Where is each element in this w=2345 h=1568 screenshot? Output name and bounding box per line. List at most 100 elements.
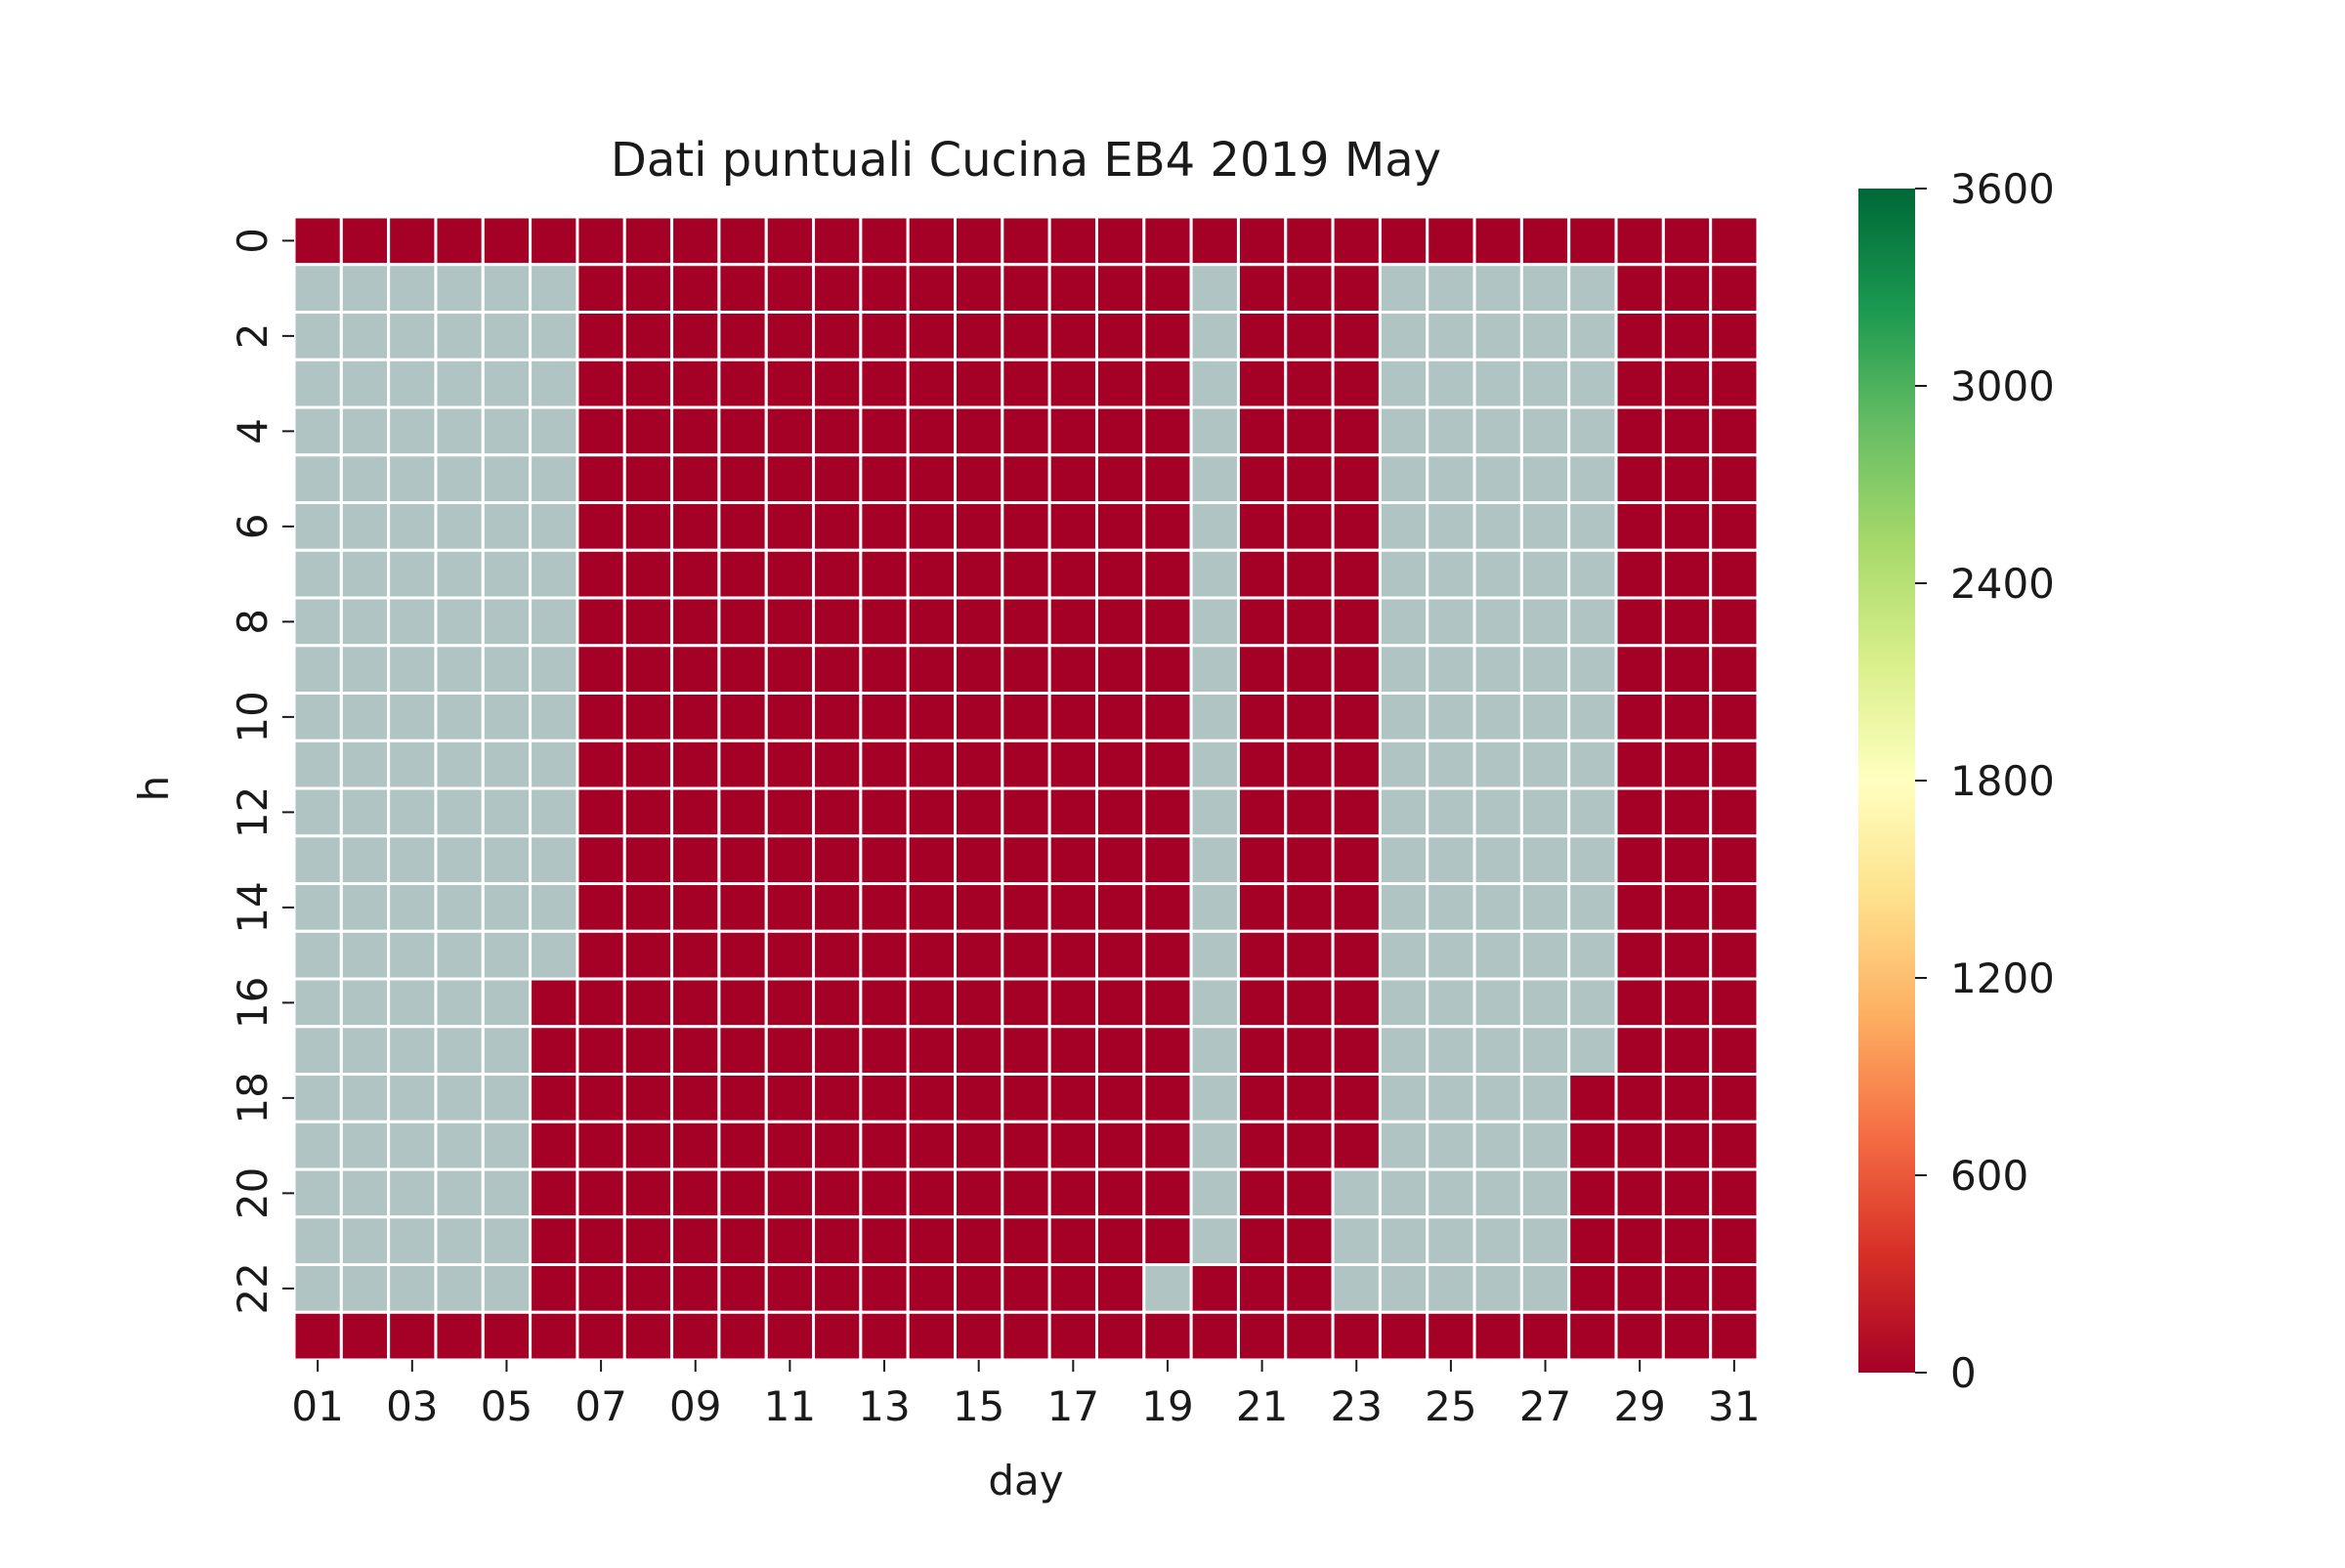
cell-day11-h4 xyxy=(764,405,816,457)
cell-day18-h19 xyxy=(1094,1120,1146,1171)
cell-day21-h3 xyxy=(1236,358,1288,409)
cell-day29-h8 xyxy=(1614,596,1665,648)
cell-day13-h18 xyxy=(859,1073,910,1123)
cell-day21-h22 xyxy=(1236,1263,1288,1314)
cell-day21-h8 xyxy=(1236,596,1288,648)
cell-day22-h9 xyxy=(1284,644,1335,695)
cell-day23-h11 xyxy=(1331,739,1382,790)
cell-day07-h23 xyxy=(576,1310,626,1362)
cell-day06-h13 xyxy=(529,834,579,885)
cell-day27-h10 xyxy=(1519,692,1571,742)
colorbar-tick-label: 600 xyxy=(1950,1152,2028,1200)
cell-day09-h10 xyxy=(670,692,721,742)
cell-day03-h15 xyxy=(387,929,438,981)
cell-day23-h17 xyxy=(1331,1025,1382,1076)
cell-day02-h3 xyxy=(339,358,391,409)
cell-day07-h17 xyxy=(576,1025,626,1076)
y-tick-label: 4 xyxy=(229,418,277,445)
cell-day22-h23 xyxy=(1284,1310,1335,1362)
cell-day20-h3 xyxy=(1189,358,1240,409)
cell-day10-h20 xyxy=(717,1167,768,1219)
cell-day04-h3 xyxy=(434,358,485,409)
cell-day22-h2 xyxy=(1284,311,1335,361)
cell-day03-h14 xyxy=(387,882,438,933)
cell-day16-h16 xyxy=(1001,977,1051,1029)
cell-day11-h14 xyxy=(764,882,816,933)
cell-day07-h16 xyxy=(576,977,626,1029)
cell-day25-h19 xyxy=(1426,1120,1476,1171)
cell-day05-h13 xyxy=(481,834,533,885)
cell-day17-h18 xyxy=(1047,1073,1098,1123)
cell-day02-h16 xyxy=(339,977,391,1029)
cell-day04-h5 xyxy=(434,453,485,504)
cell-day16-h13 xyxy=(1001,834,1051,885)
cell-day02-h15 xyxy=(339,929,391,981)
cell-day11-h2 xyxy=(764,311,816,361)
cell-day02-h20 xyxy=(339,1167,391,1219)
cell-day19-h13 xyxy=(1142,834,1193,885)
cell-day26-h18 xyxy=(1472,1073,1523,1123)
cell-day18-h16 xyxy=(1094,977,1146,1029)
cell-day15-h12 xyxy=(954,786,1004,838)
cell-day25-h0 xyxy=(1426,215,1476,267)
cell-day19-h22 xyxy=(1142,1263,1193,1314)
cell-day12-h1 xyxy=(812,263,863,314)
cell-day06-h10 xyxy=(529,692,579,742)
cell-day23-h21 xyxy=(1331,1215,1382,1266)
cell-day10-h7 xyxy=(717,548,768,600)
cell-day08-h18 xyxy=(622,1073,674,1123)
cell-day18-h0 xyxy=(1094,215,1146,267)
cell-day27-h11 xyxy=(1519,739,1571,790)
cell-day17-h5 xyxy=(1047,453,1098,504)
cell-day07-h6 xyxy=(576,501,626,552)
cell-day30-h10 xyxy=(1661,692,1713,742)
cell-day26-h8 xyxy=(1472,596,1523,648)
cell-day07-h1 xyxy=(576,263,626,314)
cell-day24-h3 xyxy=(1378,358,1429,409)
cell-day10-h16 xyxy=(717,977,768,1029)
cell-day19-h20 xyxy=(1142,1167,1193,1219)
cell-day02-h13 xyxy=(339,834,391,885)
cell-day31-h8 xyxy=(1709,596,1760,648)
cell-day19-h7 xyxy=(1142,548,1193,600)
cell-day12-h3 xyxy=(812,358,863,409)
cell-day19-h14 xyxy=(1142,882,1193,933)
cell-day28-h11 xyxy=(1567,739,1618,790)
cell-day08-h11 xyxy=(622,739,674,790)
cell-day16-h8 xyxy=(1001,596,1051,648)
cell-day30-h21 xyxy=(1661,1215,1713,1266)
cell-day28-h1 xyxy=(1567,263,1618,314)
cell-day06-h12 xyxy=(529,786,579,838)
cell-day24-h12 xyxy=(1378,786,1429,838)
cell-day11-h3 xyxy=(764,358,816,409)
cell-day02-h6 xyxy=(339,501,391,552)
cell-day28-h21 xyxy=(1567,1215,1618,1266)
cell-day29-h16 xyxy=(1614,977,1665,1029)
cell-day20-h23 xyxy=(1189,1310,1240,1362)
cell-day23-h18 xyxy=(1331,1073,1382,1123)
heatmap-cells xyxy=(292,215,1760,1362)
cell-day14-h14 xyxy=(906,882,958,933)
cell-day27-h5 xyxy=(1519,453,1571,504)
cell-day09-h0 xyxy=(670,215,721,267)
cell-day23-h16 xyxy=(1331,977,1382,1029)
cell-day30-h1 xyxy=(1661,263,1713,314)
cell-day15-h18 xyxy=(954,1073,1004,1123)
cell-day04-h14 xyxy=(434,882,485,933)
cell-day16-h11 xyxy=(1001,739,1051,790)
cell-day17-h16 xyxy=(1047,977,1098,1029)
cell-day16-h9 xyxy=(1001,644,1051,695)
cell-day22-h0 xyxy=(1284,215,1335,267)
cell-day03-h16 xyxy=(387,977,438,1029)
cell-day14-h11 xyxy=(906,739,958,790)
cell-day04-h2 xyxy=(434,311,485,361)
cell-day24-h6 xyxy=(1378,501,1429,552)
cell-day18-h22 xyxy=(1094,1263,1146,1314)
cell-day03-h17 xyxy=(387,1025,438,1076)
cell-day12-h11 xyxy=(812,739,863,790)
cell-day29-h9 xyxy=(1614,644,1665,695)
cell-day22-h14 xyxy=(1284,882,1335,933)
cell-day25-h13 xyxy=(1426,834,1476,885)
cell-day31-h1 xyxy=(1709,263,1760,314)
cell-day07-h10 xyxy=(576,692,626,742)
